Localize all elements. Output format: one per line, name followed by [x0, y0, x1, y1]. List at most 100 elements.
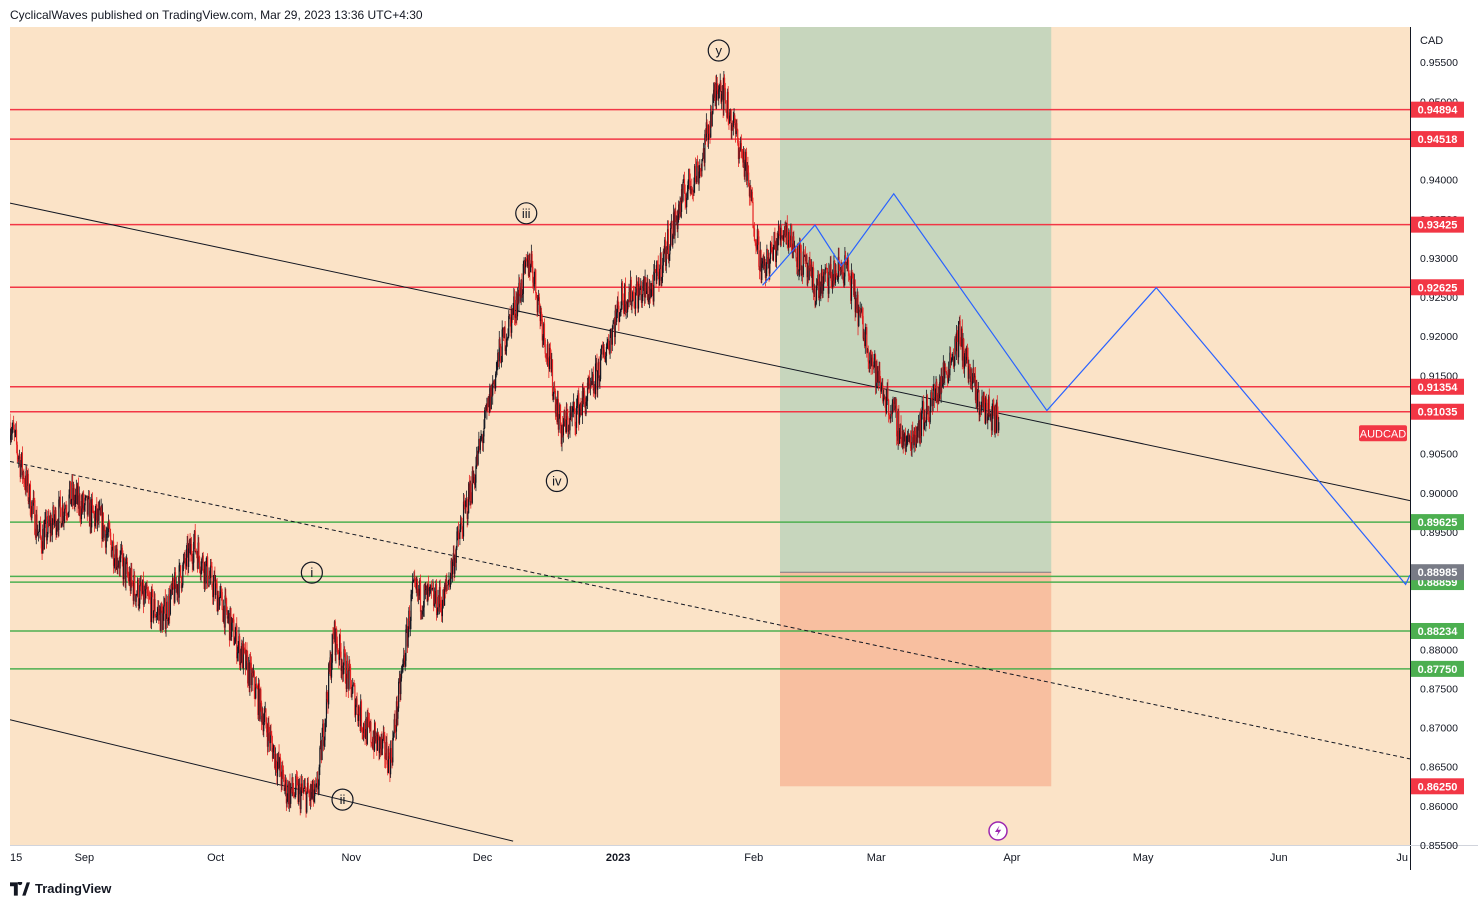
candle-body [848, 275, 850, 277]
candle-body [58, 499, 60, 531]
wave-label[interactable]: ii [331, 788, 354, 811]
candle-body [344, 653, 347, 683]
tradingview-logo-icon [10, 881, 30, 896]
projection-path[interactable] [762, 192, 1411, 586]
candle-body [263, 712, 266, 723]
candle-body [571, 410, 573, 418]
channel-midline[interactable] [10, 460, 1410, 760]
candle-body [597, 370, 599, 390]
candle-body [233, 643, 236, 645]
candle-body [475, 465, 477, 483]
candle-body [75, 487, 77, 495]
candle-body [530, 253, 532, 266]
candle-body [201, 555, 204, 559]
candle-body [40, 537, 42, 549]
candle-body [441, 607, 443, 617]
stop-price-tag[interactable]: 0.86250 [1411, 778, 1464, 795]
candle-body [788, 232, 790, 248]
candle-body [863, 338, 865, 339]
candle-body [306, 792, 308, 813]
candle-body [551, 359, 553, 372]
candle-body [904, 433, 907, 452]
candle-body [699, 168, 702, 171]
resistance-price-tag[interactable]: 0.93425 [1411, 216, 1464, 233]
candle-body [854, 279, 856, 313]
resistance-price-tag[interactable]: 0.92625 [1411, 279, 1464, 296]
candle-body [400, 678, 402, 695]
target-zone[interactable] [780, 27, 1052, 573]
candle-body [696, 161, 698, 182]
candle-body [917, 420, 920, 427]
candle-body [125, 562, 127, 583]
wave-label[interactable]: iv [545, 469, 568, 493]
candle-body [272, 748, 274, 759]
candle-body [729, 109, 732, 116]
candle-body [460, 522, 462, 525]
candle-body [26, 473, 29, 487]
candle-body [711, 113, 713, 127]
candle-body [56, 525, 58, 528]
candle-body [305, 788, 307, 813]
candle-body [832, 274, 834, 281]
resistance-price-tag[interactable]: 0.94518 [1411, 131, 1464, 148]
candle-body [258, 683, 260, 720]
candle-body [953, 356, 955, 367]
candle-body [793, 236, 795, 250]
candle-body [345, 682, 347, 689]
lightning-icon[interactable] [988, 821, 1008, 841]
candle-body [936, 381, 938, 402]
candle-body [71, 482, 73, 500]
candle-body [621, 282, 623, 310]
candle-body [977, 391, 979, 407]
candle-body [468, 483, 470, 514]
entry-price-tag[interactable]: 0.88985 [1411, 564, 1464, 581]
candle-body [594, 389, 596, 395]
candle-body [985, 397, 987, 403]
candle-body [196, 554, 198, 569]
candle-body [648, 286, 651, 300]
candle-body [629, 292, 631, 302]
candle-body [889, 417, 891, 419]
candle-body [552, 394, 554, 397]
resistance-price-tag[interactable]: 0.91354 [1411, 378, 1464, 395]
candle-body [155, 615, 158, 617]
wave-label-circle [331, 788, 354, 811]
candle-body [736, 123, 738, 130]
candle-body [446, 585, 449, 586]
support-price-tag[interactable]: 0.87750 [1411, 660, 1464, 677]
resistance-price-tag[interactable]: 0.94894 [1411, 101, 1464, 118]
candle-body [734, 115, 736, 126]
candle-body [895, 405, 897, 409]
wave-label[interactable]: y [707, 39, 730, 62]
candle-body [204, 561, 206, 584]
wave-label[interactable]: i [300, 561, 323, 584]
candle-body [610, 332, 612, 335]
wave-label[interactable]: iii [515, 202, 538, 225]
support-price-tag[interactable]: 0.88234 [1411, 622, 1464, 639]
candle-body [318, 767, 320, 786]
candle-body [635, 284, 637, 293]
candle-body [667, 229, 669, 250]
candle-body [952, 356, 954, 359]
candle-body [531, 253, 533, 267]
candle-body [771, 243, 773, 253]
candle-body [307, 782, 309, 793]
candle-body [97, 509, 99, 521]
support-price-tag-background [1411, 622, 1464, 639]
stop-zone[interactable] [780, 572, 1052, 787]
trend-line[interactable] [10, 202, 1410, 502]
trend-line[interactable] [10, 719, 514, 842]
support-price-tag[interactable]: 0.89625 [1411, 514, 1464, 531]
candle-body [704, 134, 706, 163]
candle-body [344, 649, 346, 654]
candle-body [911, 430, 913, 450]
stop-price-tag-label: 0.86250 [1418, 781, 1458, 793]
candle-body [796, 258, 798, 268]
resistance-price-tag[interactable]: 0.91035 [1411, 403, 1464, 420]
candle-body [634, 307, 636, 309]
candle-body [358, 706, 360, 715]
candle-body [758, 236, 760, 267]
candle-body [124, 558, 126, 583]
candle-body [505, 338, 508, 348]
